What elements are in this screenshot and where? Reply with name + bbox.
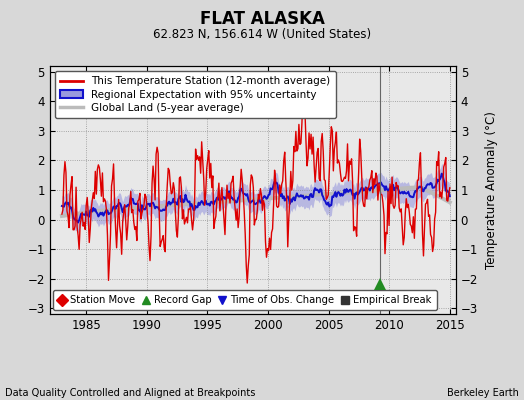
Text: Berkeley Earth: Berkeley Earth: [447, 388, 519, 398]
Text: FLAT ALASKA: FLAT ALASKA: [200, 10, 324, 28]
Text: Data Quality Controlled and Aligned at Breakpoints: Data Quality Controlled and Aligned at B…: [5, 388, 256, 398]
Legend: Station Move, Record Gap, Time of Obs. Change, Empirical Break: Station Move, Record Gap, Time of Obs. C…: [52, 290, 437, 310]
Y-axis label: Temperature Anomaly (°C): Temperature Anomaly (°C): [485, 111, 498, 269]
Text: 62.823 N, 156.614 W (United States): 62.823 N, 156.614 W (United States): [153, 28, 371, 41]
